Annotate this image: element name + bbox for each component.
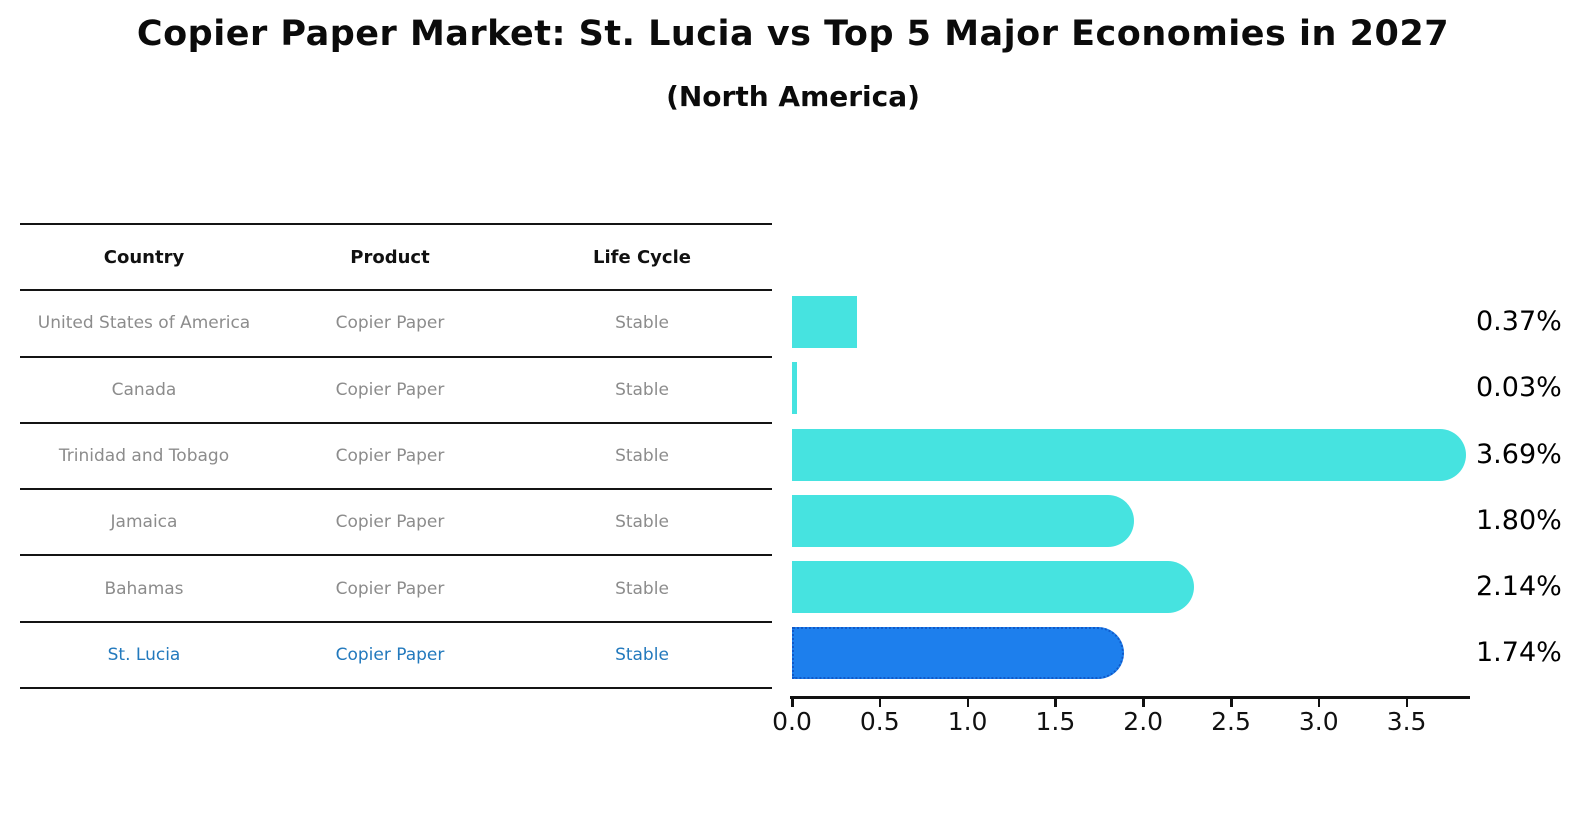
x-tick-mark bbox=[1317, 698, 1321, 707]
table-row-trinidad-and-tobago: Trinidad and Tobago Copier Paper Stable bbox=[20, 421, 772, 488]
value-label-usa: 0.37% bbox=[1476, 306, 1562, 337]
product-cell: Copier Paper bbox=[335, 644, 445, 665]
life-cycle-cell: Stable bbox=[615, 379, 669, 400]
x-tick-label: 0.0 bbox=[772, 707, 812, 736]
country-cell: Trinidad and Tobago bbox=[58, 446, 230, 467]
country-cell: Jamaica bbox=[110, 512, 178, 533]
x-tick-mark bbox=[1054, 698, 1057, 707]
chart-title: Copier Paper Market: St. Lucia vs Top 5 … bbox=[136, 14, 1450, 54]
life-cycle-cell: Stable bbox=[615, 446, 669, 467]
product-cell: Copier Paper bbox=[335, 379, 445, 400]
life-cycle-cell: Stable bbox=[615, 578, 669, 599]
table-row-canada: Canada Copier Paper Stable bbox=[20, 355, 772, 422]
value-label-bahamas: 2.14% bbox=[1476, 571, 1562, 602]
country-cell: St. Lucia bbox=[107, 644, 181, 665]
x-tick-mark bbox=[1142, 698, 1145, 707]
life-cycle-cell: Stable bbox=[615, 512, 669, 533]
x-tick-mark bbox=[1230, 698, 1233, 707]
x-tick-label: 1.0 bbox=[947, 707, 988, 736]
x-axis-line bbox=[790, 696, 1470, 699]
bar-jamaica bbox=[792, 495, 1135, 547]
value-label-trinidad-and-tobago: 3.69% bbox=[1476, 439, 1562, 470]
x-tick-label: 3.0 bbox=[1298, 707, 1339, 736]
column-header-life-cycle: Life Cycle bbox=[593, 246, 691, 268]
x-tick-mark bbox=[1405, 698, 1409, 707]
life-cycle-cell: Stable bbox=[615, 644, 669, 665]
column-header-country: Country bbox=[103, 246, 185, 268]
country-cell: Bahamas bbox=[104, 578, 184, 599]
x-tick-mark bbox=[878, 698, 882, 707]
bar-canada bbox=[792, 362, 798, 414]
product-cell: Copier Paper bbox=[335, 512, 445, 533]
column-header-product: Product bbox=[350, 246, 430, 268]
x-tick-label: 3.5 bbox=[1386, 707, 1427, 736]
bar-usa bbox=[792, 296, 857, 348]
chart-subtitle: (North America) bbox=[666, 80, 920, 113]
table-row-st-lucia: St. Lucia Copier Paper Stable bbox=[20, 620, 772, 687]
bar-bahamas bbox=[792, 561, 1194, 613]
product-cell: Copier Paper bbox=[335, 313, 445, 334]
country-cell: United States of America bbox=[37, 313, 251, 334]
x-tick-mark bbox=[966, 698, 970, 707]
life-cycle-cell: Stable bbox=[615, 313, 669, 334]
country-cell: Canada bbox=[111, 379, 177, 400]
country-table: Country Product Life Cycle United States… bbox=[20, 223, 772, 690]
table-row-usa: United States of America Copier Paper St… bbox=[20, 289, 772, 355]
table-row-bahamas: Bahamas Copier Paper Stable bbox=[20, 554, 772, 620]
x-tick-label: 1.5 bbox=[1035, 707, 1076, 736]
bar-trinidad-and-tobago bbox=[792, 429, 1466, 481]
value-label-st-lucia: 1.74% bbox=[1476, 637, 1562, 668]
table-header-row: Country Product Life Cycle bbox=[20, 223, 772, 289]
table-row-jamaica: Jamaica Copier Paper Stable bbox=[20, 488, 772, 554]
x-tick-label: 2.5 bbox=[1211, 707, 1251, 736]
value-label-jamaica: 1.80% bbox=[1476, 505, 1562, 536]
product-cell: Copier Paper bbox=[335, 578, 445, 599]
product-cell: Copier Paper bbox=[335, 446, 445, 467]
bar-st-lucia bbox=[792, 627, 1124, 679]
value-label-canada: 0.03% bbox=[1476, 372, 1562, 403]
x-tick-mark bbox=[791, 698, 794, 707]
x-tick-label: 0.5 bbox=[859, 707, 900, 736]
x-tick-label: 2.0 bbox=[1123, 707, 1164, 736]
